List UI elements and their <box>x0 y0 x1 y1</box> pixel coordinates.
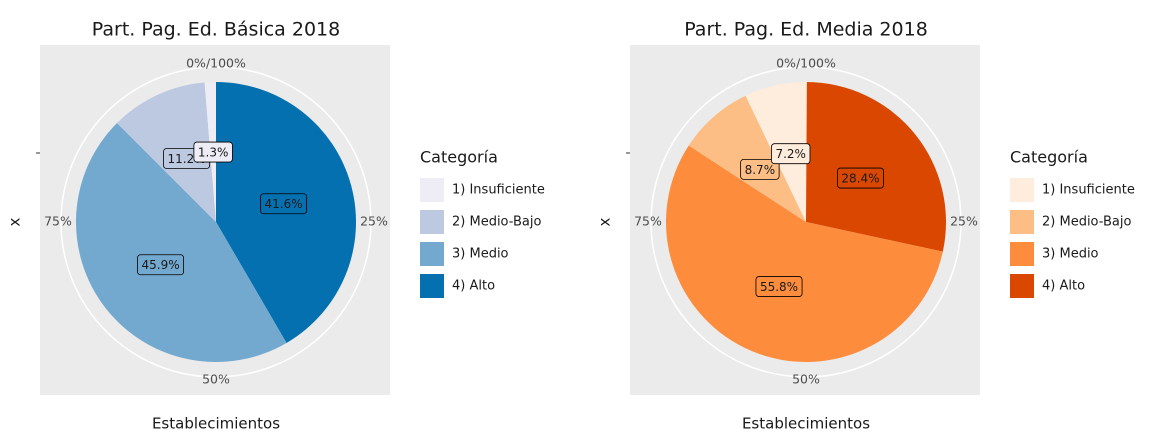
angle-tick-label: 25% <box>360 214 388 229</box>
angle-tick-label: 50% <box>792 372 820 387</box>
pie-chart: Part. Pag. Ed. Básica 2018 0%/100% 25% 50% 7… <box>6 19 545 433</box>
y-axis-label: x <box>6 217 24 226</box>
legend-key <box>420 210 444 234</box>
legend-key <box>1010 274 1034 298</box>
angle-tick-label: 25% <box>950 214 978 229</box>
value-label-box <box>755 276 803 297</box>
chart-title: Part. Pag. Ed. Básica 2018 <box>92 19 340 41</box>
value-label-box <box>740 158 780 180</box>
value-label-box <box>837 167 884 189</box>
value-label: 7.2% <box>771 143 811 165</box>
legend-title: Categoría <box>420 148 498 167</box>
value-label-box <box>193 141 233 163</box>
x-axis-label: Establecimientos <box>152 415 280 433</box>
legend-label: 3) Medio <box>452 247 509 262</box>
chart-title: Part. Pag. Ed. Media 2018 <box>684 19 928 41</box>
value-label: 28.4% <box>837 167 884 189</box>
x-axis-label: Establecimientos <box>742 415 870 433</box>
legend-key <box>1010 210 1034 234</box>
value-label-text: 7.2% <box>775 147 806 161</box>
legend-key <box>420 178 444 202</box>
legend-label: 3) Medio <box>1042 247 1099 262</box>
angle-tick-label: 50% <box>202 372 230 387</box>
legend-key <box>420 274 444 298</box>
angle-tick-label: 0%/100% <box>776 56 836 71</box>
value-label-text: 55.8% <box>760 280 798 294</box>
value-label: 8.7% <box>740 158 780 180</box>
legend-key <box>1010 178 1034 202</box>
pie-slice <box>688 95 806 222</box>
angle-tick-label: 75% <box>44 214 72 229</box>
value-label-box <box>260 193 308 215</box>
value-label-text: 28.4% <box>841 172 879 186</box>
angle-tick-label: 0%/100% <box>186 56 246 71</box>
legend-label: 1) Insuficiente <box>1042 183 1135 198</box>
pie-slice <box>666 145 943 362</box>
legend-label: 4) Alto <box>452 279 495 294</box>
angle-tick-label: 75% <box>634 214 662 229</box>
value-label: 1.3% <box>193 141 233 163</box>
legend-key <box>1010 242 1034 266</box>
pie-slice <box>806 82 946 252</box>
legend-label: 4) Alto <box>1042 279 1085 294</box>
y-axis-label: x <box>596 217 614 226</box>
value-label-box <box>137 254 185 276</box>
legend-key <box>420 242 444 266</box>
value-label-text: 45.9% <box>141 258 179 272</box>
pie-slice <box>76 123 287 362</box>
grid-circle <box>650 66 962 378</box>
value-label-text: 8.7% <box>745 163 776 177</box>
value-label: 45.9% <box>137 254 185 276</box>
legend-label: 2) Medio-Bajo <box>1042 215 1131 230</box>
value-label-text: 1.3% <box>198 146 229 160</box>
value-label: 41.6% <box>260 193 308 215</box>
legend-title: Categoría <box>1010 148 1088 167</box>
pie-chart: Part. Pag. Ed. Media 2018 0%/100% 25% 50% 75… <box>596 19 1135 433</box>
value-label: 55.8% <box>755 276 803 297</box>
value-label-box <box>771 143 811 165</box>
value-label-text: 41.6% <box>265 197 303 211</box>
legend-label: 1) Insuficiente <box>452 183 545 198</box>
grid-circle <box>60 66 372 378</box>
legend-label: 2) Medio-Bajo <box>452 215 541 230</box>
